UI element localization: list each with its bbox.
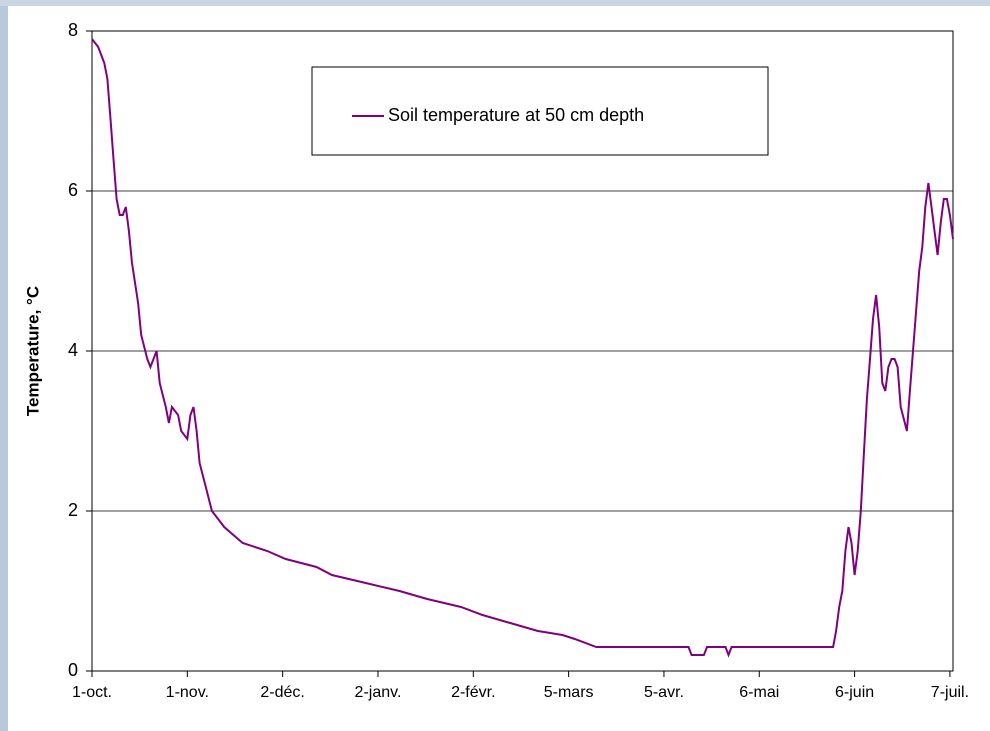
legend-box <box>311 66 769 156</box>
top-edge <box>0 0 990 6</box>
y-tick-label: 2 <box>68 500 78 520</box>
x-tick-label: 7-juil. <box>931 684 969 701</box>
y-tick-label: 0 <box>68 660 78 680</box>
y-axis-label: Temperature, °C <box>23 286 42 416</box>
data-line <box>91 38 954 658</box>
y-tick-label: 8 <box>68 20 78 40</box>
x-tick-label: 1-nov. <box>166 684 209 701</box>
x-tick-label: 2-janv. <box>355 684 402 701</box>
x-tick-label: 5-mars <box>544 684 594 701</box>
x-tick-label: 2-déc. <box>260 684 304 701</box>
x-tick-label: 5-avr. <box>644 684 684 701</box>
y-tick-label: 6 <box>68 180 78 200</box>
x-tick-label: 6-juin <box>835 684 874 701</box>
y-tick-label: 4 <box>68 340 78 360</box>
x-tick-label: 1-oct. <box>72 684 112 701</box>
left-edge <box>0 0 8 731</box>
x-tick-label: 6-mai <box>739 684 779 701</box>
legend-label: Soil temperature at 50 cm depth <box>388 105 644 125</box>
x-tick-label: 2-févr. <box>451 684 495 701</box>
plot-border <box>91 30 954 672</box>
